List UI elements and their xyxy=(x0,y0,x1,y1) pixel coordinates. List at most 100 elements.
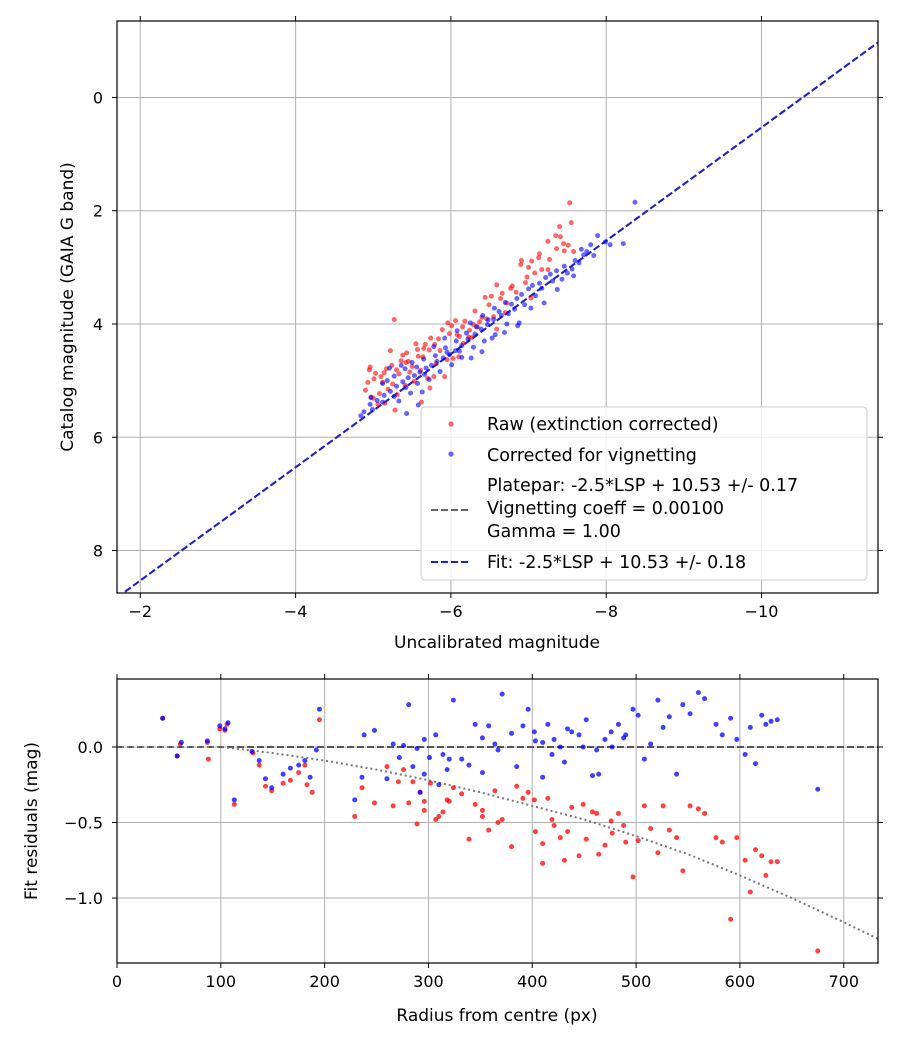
corrected-point xyxy=(564,270,570,276)
raw-point xyxy=(557,234,563,240)
corrected-point xyxy=(680,702,686,708)
raw-point xyxy=(641,803,647,809)
raw-point xyxy=(557,224,563,230)
raw-point xyxy=(366,367,372,373)
raw-point xyxy=(404,350,410,356)
bottom-corrected-points xyxy=(160,690,821,803)
raw-point xyxy=(454,332,460,338)
raw-point xyxy=(352,813,358,819)
corrected-point xyxy=(674,771,680,777)
corrected-point xyxy=(380,380,386,386)
corrected-point xyxy=(596,771,602,777)
raw-point xyxy=(460,324,466,330)
x-tick-label: 200 xyxy=(309,972,340,991)
raw-point xyxy=(316,717,322,723)
raw-point xyxy=(589,809,595,815)
raw-point xyxy=(674,835,680,841)
raw-point xyxy=(635,838,641,844)
corrected-point xyxy=(231,797,237,803)
corrected-point xyxy=(467,320,473,326)
corrected-point xyxy=(256,758,262,764)
raw-point xyxy=(719,839,725,845)
raw-point xyxy=(450,785,456,791)
raw-point xyxy=(531,797,537,803)
raw-point xyxy=(427,385,433,391)
corrected-point xyxy=(529,282,535,288)
corrected-point xyxy=(648,741,654,747)
corrected-point xyxy=(444,767,450,773)
legend-raw-marker xyxy=(448,421,454,427)
corrected-point xyxy=(466,762,472,768)
corrected-point xyxy=(554,286,560,292)
corrected-point xyxy=(369,407,375,413)
corrected-point xyxy=(509,730,515,736)
legend-corrected-marker xyxy=(448,451,454,457)
corrected-point xyxy=(557,744,563,750)
raw-point xyxy=(390,381,396,387)
raw-point xyxy=(525,789,531,795)
raw-point xyxy=(391,316,397,322)
raw-point xyxy=(529,258,535,264)
corrected-point xyxy=(609,744,615,750)
corrected-point xyxy=(815,786,821,792)
corrected-point xyxy=(540,739,546,745)
raw-point xyxy=(287,777,293,783)
corrected-point xyxy=(384,776,390,782)
corrected-point xyxy=(520,723,526,729)
corrected-point xyxy=(768,718,774,724)
y-tick-label: 6 xyxy=(93,428,103,447)
raw-point xyxy=(381,370,387,376)
raw-point xyxy=(630,874,636,880)
raw-point xyxy=(580,801,586,807)
raw-point xyxy=(359,785,365,791)
raw-point xyxy=(486,827,492,833)
raw-point xyxy=(680,868,686,874)
corrected-point xyxy=(514,764,520,770)
bottom-ylabel: Fit residuals (mag) xyxy=(22,742,42,900)
corrected-point xyxy=(728,715,734,721)
corrected-point xyxy=(414,364,420,370)
raw-point xyxy=(396,371,402,377)
top-axes-frame xyxy=(116,20,879,594)
raw-point xyxy=(256,762,262,768)
corrected-point xyxy=(615,721,621,727)
corrected-point xyxy=(431,344,437,350)
corrected-point xyxy=(387,388,393,394)
corrected-point xyxy=(456,348,462,354)
corrected-point xyxy=(421,356,427,362)
corrected-point xyxy=(525,706,531,712)
raw-point xyxy=(421,807,427,813)
raw-point xyxy=(547,256,553,262)
corrected-point xyxy=(499,691,505,697)
raw-point xyxy=(302,762,308,768)
corrected-point xyxy=(543,275,549,281)
corrected-point xyxy=(572,258,578,264)
raw-point xyxy=(549,816,555,822)
corrected-point xyxy=(472,331,478,337)
raw-point xyxy=(431,374,437,380)
legend-platepar-label-3: Gamma = 1.00 xyxy=(487,522,621,542)
corrected-point xyxy=(528,305,534,311)
raw-point xyxy=(540,841,546,847)
raw-point xyxy=(513,289,519,295)
raw-point xyxy=(551,823,557,829)
corrected-point xyxy=(522,302,528,308)
x-tick-label: 400 xyxy=(517,972,548,991)
corrected-point xyxy=(410,764,416,770)
corrected-point xyxy=(368,395,374,401)
corrected-point xyxy=(426,755,432,761)
corrected-point xyxy=(313,747,319,753)
corrected-point xyxy=(747,724,753,730)
bottom-xlabel: Radius from centre (px) xyxy=(396,1006,597,1026)
raw-point xyxy=(747,889,753,895)
corrected-point xyxy=(602,239,608,245)
corrected-point xyxy=(401,742,407,748)
x-tick-label: 300 xyxy=(413,972,444,991)
top-xlabel: Uncalibrated magnitude xyxy=(394,633,600,653)
raw-point xyxy=(384,764,390,770)
x-tick-label: −8 xyxy=(594,602,618,621)
raw-point xyxy=(524,274,530,280)
corrected-point xyxy=(583,717,589,723)
raw-point xyxy=(409,363,415,369)
